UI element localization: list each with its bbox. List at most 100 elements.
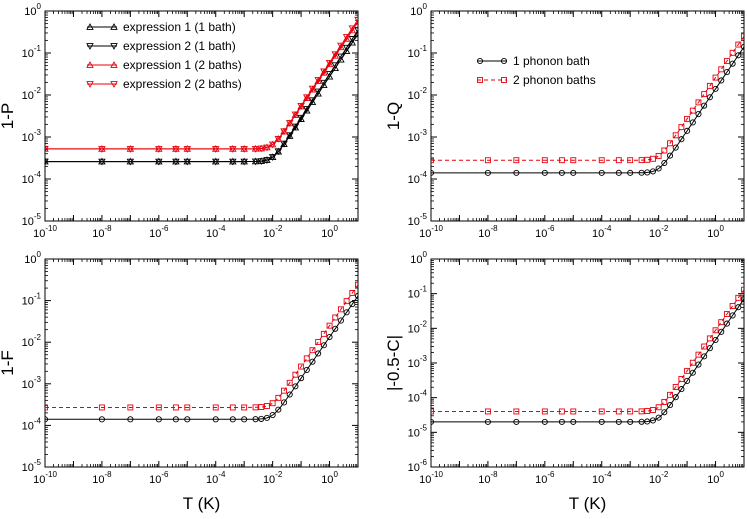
x-tick-exponent: -2 [661,470,669,479]
y-tick-label: 10-3 [22,128,42,144]
y-tick-exponent: 0 [37,250,42,259]
x-tick-label: 100 [321,224,338,240]
data-point [275,394,282,401]
data-point [644,156,651,163]
y-tick-exponent: -3 [34,375,42,384]
data-point [229,146,237,153]
data-point [320,79,328,87]
data-point [666,152,674,159]
data-point [684,127,691,134]
y-tick-exponent: -4 [420,389,428,398]
y-tick-label: 100 [24,2,41,18]
y-tick-label: 10-4 [22,170,42,186]
data-point [314,77,322,84]
data-point [252,404,259,411]
data-point [98,146,106,153]
x-tick-exponent: -8 [490,470,498,479]
data-point [740,43,744,50]
x-tick-label: 10-8 [478,224,498,240]
x-tick-label: 10-10 [33,224,57,240]
plot-frame [430,258,745,468]
data-point [332,325,339,332]
data-point [314,88,322,96]
legend-label: expression 2 (1 bath) [123,39,236,53]
data-point [251,145,260,153]
x-tick-label: 10-6 [149,470,169,486]
x-tick-label: 10-8 [92,470,112,486]
data-point [729,302,736,309]
legend-label: expression 1 (1 bath) [123,20,236,34]
panel-1-q: 10-10 10-8 10-6 10-4 10-2 10010-510-410-310-2… [384,2,745,240]
x-tick-exponent: -10 [431,470,443,479]
y-tick-label: 10-2 [408,86,428,102]
data-point [638,418,645,425]
y-tick-label: 10-5 [22,458,42,474]
data-point [126,146,135,153]
plot-frame [44,10,359,222]
data-point [212,404,219,411]
series-line-1 [45,284,358,408]
y-axis-label: 1-Q [384,102,403,130]
data-point [695,111,702,118]
data-point [337,306,344,313]
y-tick-label: 100 [24,250,41,266]
data-point [684,367,691,374]
plot-area [431,286,744,425]
data-point [712,85,719,92]
data-point [655,152,662,159]
y-tick-label: 10-4 [22,416,42,432]
x-tick-exponent: -6 [547,470,555,479]
data-point [263,157,271,164]
data-point [655,404,662,411]
data-point [331,51,340,59]
data-point [337,53,345,61]
data-point [667,391,673,398]
legend-marker [86,23,94,30]
data-point [281,387,287,394]
data-point [513,408,520,415]
x-tick-exponent: -2 [661,224,669,233]
data-point [741,286,744,293]
plot-area [431,33,744,176]
data-point [308,97,317,105]
y-tick-label: 10-4 [408,170,428,186]
x-tick-exponent: -10 [45,224,57,233]
y-axis-label: 1-F [0,350,17,376]
x-tick-exponent: -8 [104,224,112,233]
x-tick-label: 100 [321,470,338,486]
data-point [349,290,356,296]
data-point [672,384,679,390]
y-tick-exponent: -5 [34,458,42,467]
x-tick-exponent: -6 [547,224,555,233]
y-tick-label: 10-6 [408,458,428,474]
y-tick-exponent: -1 [420,44,428,53]
data-point [661,159,668,167]
plot-frame [44,258,359,468]
data-point [718,319,725,326]
plot-area [45,281,358,423]
x-tick-exponent: -10 [45,470,57,479]
data-point [718,77,725,84]
data-point [689,119,696,126]
y-tick-exponent: -1 [34,292,42,301]
data-point [297,103,305,110]
legend-marker [110,61,118,68]
data-point [257,158,266,166]
x-tick-label: 10-2 [649,224,669,240]
data-point [541,157,548,164]
data-point [431,169,435,176]
data-point [315,339,322,345]
data-point [172,404,179,411]
x-tick-label: 10-8 [92,224,112,240]
y-tick-exponent: -1 [34,44,42,53]
data-point [718,66,725,73]
series-line-0 [431,46,744,174]
data-point [212,416,219,423]
x-tick-label: 10-2 [263,470,283,486]
data-point [615,169,622,176]
x-tick-label: 10-6 [535,224,555,240]
data-point [672,394,679,401]
data-point [678,136,685,143]
y-tick-label: 10-2 [408,319,428,335]
data-point [644,169,651,176]
